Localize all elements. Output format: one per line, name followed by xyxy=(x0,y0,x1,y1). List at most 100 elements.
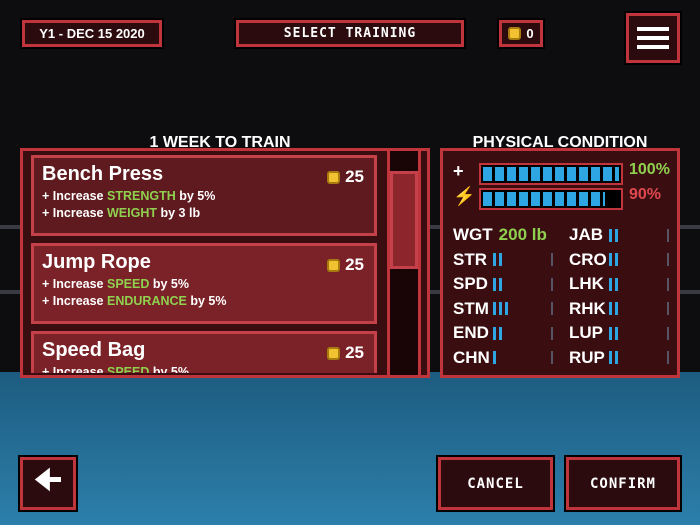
effect-prefix: + Increase xyxy=(42,189,104,203)
training-item[interactable]: Jump Rope 25 + Increase SPEED by 5% + Incre… xyxy=(31,243,377,324)
stat-level xyxy=(493,302,508,315)
effect: + Increase SPEED by 5% xyxy=(42,365,366,373)
stat-label: END xyxy=(453,323,489,342)
stat-label: JAB xyxy=(569,225,604,244)
effect-stat: STRENGTH xyxy=(107,189,176,203)
coin-box: 0 xyxy=(499,20,543,47)
effect-stat: WEIGHT xyxy=(107,206,157,220)
effect-stat: ENDURANCE xyxy=(107,294,187,308)
effect-prefix: + Increase xyxy=(42,206,104,220)
cost-value: 25 xyxy=(345,255,364,274)
scrollbar[interactable] xyxy=(387,151,421,375)
weight-value: 200 lb xyxy=(498,225,547,244)
confirm-button[interactable]: CONFIRM xyxy=(566,457,680,510)
energy-icon: ⚡ xyxy=(453,186,476,206)
item-name: Bench Press xyxy=(42,163,164,185)
effect-prefix: + Increase xyxy=(42,277,104,291)
confirm-label: CONFIRM xyxy=(589,475,656,492)
stat-level xyxy=(609,302,618,315)
stat-cap xyxy=(667,326,669,340)
cost-value: 25 xyxy=(345,167,364,186)
stat-label: LHK xyxy=(569,274,604,293)
training-panel: Bench Press 25 + Increase STRENGTH by 5% + … xyxy=(20,148,430,378)
item-cost: 25 xyxy=(327,167,364,187)
stat-row: CRO xyxy=(569,248,669,272)
effect-suffix: by 5% xyxy=(152,365,190,373)
training-list: Bench Press 25 + Increase STRENGTH by 5% + … xyxy=(31,155,379,373)
back-button[interactable]: 🠈 xyxy=(20,457,76,510)
cancel-label: CANCEL xyxy=(467,475,524,492)
effect-suffix: by 3 lb xyxy=(160,206,201,220)
effect-prefix: + Increase xyxy=(42,294,104,308)
stat-row: SPD xyxy=(453,272,553,296)
stat-level xyxy=(609,228,618,242)
energy-bar xyxy=(479,188,623,210)
stat-level xyxy=(493,277,502,291)
stat-cap xyxy=(551,253,553,266)
weight-label: WGT xyxy=(453,225,493,244)
panel-title: 1 WEEK TO TRAIN xyxy=(149,134,291,151)
stat-cap xyxy=(667,302,669,315)
training-item[interactable]: Bench Press 25 + Increase STRENGTH by 5% + … xyxy=(31,155,377,236)
health-bar xyxy=(479,163,623,185)
effect-stat: SPEED xyxy=(107,365,150,373)
panel-title: PHYSICAL CONDITION xyxy=(472,134,648,151)
stat-label: RUP xyxy=(569,347,605,367)
stat-row: STM xyxy=(453,297,553,321)
stat-level xyxy=(609,351,618,364)
scroll-thumb[interactable] xyxy=(390,171,418,269)
stat-cap xyxy=(667,351,669,364)
stat-label: STR xyxy=(453,249,487,269)
effect-prefix: + Increase xyxy=(42,365,104,373)
stat-level xyxy=(609,326,618,340)
energy-label: 90% xyxy=(629,186,662,203)
effect: + Increase STRENGTH by 5% xyxy=(42,189,366,203)
effect-suffix: by 5% xyxy=(190,294,227,308)
stat-row: RHK xyxy=(569,297,669,321)
coin-icon xyxy=(327,170,341,184)
coin-icon xyxy=(327,346,341,360)
stat-label: SPD xyxy=(453,274,488,293)
menu-button[interactable] xyxy=(626,13,680,63)
health-fill xyxy=(483,167,619,181)
stat-cap xyxy=(551,351,553,364)
stat-row: STR xyxy=(453,248,553,272)
stat-row: CHN xyxy=(453,346,553,370)
cancel-button[interactable]: CANCEL xyxy=(438,457,553,510)
stat-row: END xyxy=(453,321,553,345)
stat-label: CRO xyxy=(569,249,607,269)
stat-row: LUP xyxy=(569,321,669,345)
item-name: Jump Rope xyxy=(42,251,151,273)
effect-suffix: by 5% xyxy=(179,189,216,203)
cost-value: 25 xyxy=(345,343,364,362)
stat-level xyxy=(493,253,502,266)
health-label: 100% xyxy=(629,161,670,178)
item-name: Speed Bag xyxy=(42,339,146,361)
effect: + Increase ENDURANCE by 5% xyxy=(42,294,366,308)
coin-icon xyxy=(508,27,522,40)
stat-level xyxy=(493,351,496,364)
stat-label: LUP xyxy=(569,323,603,342)
stat-cap xyxy=(551,326,553,340)
stat-cap xyxy=(667,228,669,242)
coin-icon xyxy=(327,258,341,272)
health-icon: + xyxy=(453,161,464,181)
stat-row: LHK xyxy=(569,272,669,296)
stat-cap xyxy=(551,277,553,291)
effect: + Increase WEIGHT by 3 lb xyxy=(42,206,366,220)
date: Y1 - DEC 15 2020 xyxy=(39,26,145,41)
coin-count: 0 xyxy=(526,26,534,41)
training-item[interactable]: Speed Bag 25 + Increase SPEED by 5% xyxy=(31,331,377,373)
screen-title: SELECT TRAINING xyxy=(283,26,417,41)
item-cost: 25 xyxy=(327,255,364,275)
stat-cap xyxy=(667,253,669,266)
stat-row: JAB xyxy=(569,223,669,247)
condition-panel: +100% ⚡ 90% WGT 200 lb STR SPD STM END CHN JAB CRO L… xyxy=(440,148,680,378)
stat-row: RUP xyxy=(569,346,669,370)
effect: + Increase SPEED by 5% xyxy=(42,277,366,291)
effect-suffix: by 5% xyxy=(152,277,190,291)
energy-fill xyxy=(483,192,606,206)
effect-stat: SPEED xyxy=(107,277,150,291)
stat-label: CHN xyxy=(453,347,490,367)
